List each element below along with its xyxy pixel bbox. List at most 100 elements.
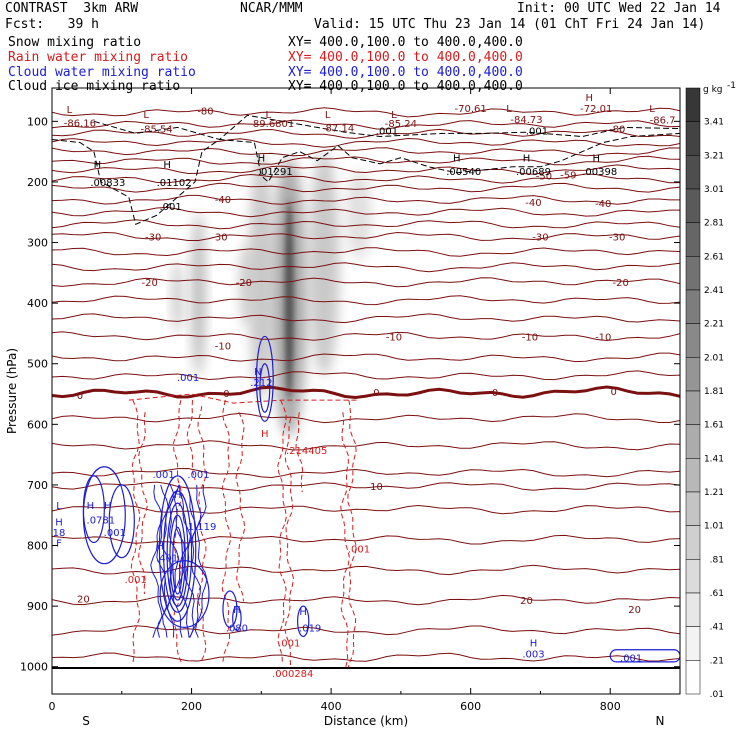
y-axis-label: Pressure (hPa) [5, 348, 19, 434]
isotherm-label: -50 [536, 171, 552, 182]
cloud-ice-label: .01102 [157, 178, 192, 189]
rain-label: .001 [278, 638, 300, 649]
isotherm-label: -40 [215, 195, 231, 206]
legend-cloudwater-xy: XY= 400.0,100.0 to 400.0,400.0 [288, 65, 523, 80]
init-time: Init: 00 UTC Wed 22 Jan 14 [517, 1, 721, 16]
cloud-water-label: .401 [156, 554, 178, 565]
cloud-water-contour [297, 605, 310, 638]
isotherms [52, 107, 680, 662]
isotherm-line [52, 277, 680, 288]
colorbar-swatch [685, 121, 701, 156]
colorbar-swatch [685, 357, 701, 392]
isotherm-line [52, 352, 680, 363]
endpoint-north: N [656, 714, 665, 728]
cloud-ice-label: .00540 [446, 167, 481, 178]
legend-cloudice-xy: XY= 400.0,100.0 to 400.0,400.0 [288, 79, 523, 94]
y-tick-label: 200 [27, 176, 48, 189]
cloud-water-label: .001 [104, 528, 126, 539]
cloud-water-contour [194, 484, 208, 638]
extremum-marker: L [266, 110, 272, 121]
isotherm-line [52, 625, 680, 636]
colorbar-swatch [685, 390, 701, 425]
extremum-marker: H [258, 154, 266, 165]
isotherm-label: -40 [525, 198, 541, 209]
isotherm-label: -84.73 [510, 115, 542, 126]
colorbar-label: .01 [710, 690, 724, 700]
colorbar-swatch [685, 155, 701, 190]
rain-label: .001 [348, 545, 370, 556]
freezing-level-line [52, 385, 680, 400]
isotherm-label: 0 [373, 388, 379, 399]
colorbar-label: 1.61 [704, 421, 724, 431]
rain-label: .001 [125, 575, 147, 586]
rain-label: .000284 [272, 669, 313, 680]
isotherm-label: 10 [370, 482, 383, 493]
colorbar-swatch [685, 256, 701, 291]
isotherm-label: -30 [145, 232, 161, 243]
isotherm-label: -72.01 [580, 104, 612, 115]
cloud-ice-label: .001 [526, 126, 548, 137]
cloud-water-contour [158, 475, 197, 622]
extremum-marker: H [586, 93, 594, 104]
cloud-water-label: .001 [187, 470, 209, 481]
isotherm-label: 20 [520, 596, 533, 607]
y-tick-label: 800 [27, 540, 48, 553]
isotherm-label: -20 [142, 278, 158, 289]
cloud-ice-label: .001 [376, 126, 398, 137]
extremum-marker: H [523, 154, 531, 165]
colorbar-label: .41 [710, 623, 724, 633]
colorbar: 3.41 3.21 3.01 2.81 2.61 2.41 2.21 2.01 1.81 1.61… [685, 81, 736, 700]
colorbar-swatch [685, 626, 701, 661]
cloud-water-label: .001 [620, 654, 642, 665]
colorbar-label: .81 [710, 555, 724, 565]
cloud-water-contour [184, 484, 197, 638]
colorbar-label: .21 [710, 656, 724, 666]
extremum-marker: L [649, 104, 655, 115]
colorbar-label: 2.81 [704, 219, 724, 229]
cloud-water-label: 18 [53, 528, 66, 539]
cloud-water-contour [609, 649, 680, 663]
x-tick-label: 800 [600, 700, 621, 713]
rain-contour [130, 399, 141, 662]
cloud-water-label: .0781 [87, 515, 116, 526]
extremum-marker: H [453, 154, 461, 165]
isotherm-label: 0 [611, 387, 617, 398]
isotherm-line [52, 107, 680, 118]
cloud-water-contours [82, 335, 680, 663]
colorbar-label: 2.01 [704, 353, 724, 363]
y-tick-label: 300 [27, 237, 48, 250]
extremum-marker: L [506, 104, 512, 115]
colorbar-unit: g kg [703, 85, 723, 95]
colorbar-label: 1.41 [704, 454, 724, 464]
isotherm-line [52, 128, 680, 139]
colorbar-swatch [685, 491, 701, 526]
x-tick-label: 400 [321, 700, 342, 713]
cloud-water-label: .001 [177, 373, 199, 384]
isotherm-line [52, 467, 680, 479]
extremum-marker: H [261, 429, 269, 440]
axes: 0 200 400 600 800100200300400500600700800900… [20, 88, 681, 713]
isotherm-line [52, 440, 680, 451]
rain-contour [197, 406, 207, 661]
rain-contour [128, 393, 359, 404]
isotherm-line [52, 206, 680, 218]
isotherm-line [52, 295, 680, 306]
forecast-hour: Fcst: 39 h [5, 17, 99, 32]
isotherm-label: -87.14 [322, 123, 354, 134]
colorbar-swatch [685, 87, 701, 122]
cloud-water-label: .212 [250, 378, 272, 389]
isotherm-label: 20 [628, 605, 641, 616]
isotherm-line [52, 370, 680, 381]
extremum-marker: H [530, 638, 538, 649]
colorbar-swatch [685, 592, 701, 627]
cloud-water-label: .080 [226, 623, 248, 634]
cloud-ice-label: .00689 [516, 167, 551, 178]
isotherm-line [52, 412, 680, 424]
isotherm-label: -80 [609, 125, 625, 136]
cloud-ice-label: .01291 [258, 167, 293, 178]
colorbar-label: .61 [710, 589, 724, 599]
isotherm-line [52, 534, 680, 545]
valid-time: Valid: 15 UTC Thu 23 Jan 14 (01 ChT Fri … [314, 17, 706, 32]
x-tick-label: 600 [460, 700, 481, 713]
extremum-marker: L [325, 110, 331, 121]
